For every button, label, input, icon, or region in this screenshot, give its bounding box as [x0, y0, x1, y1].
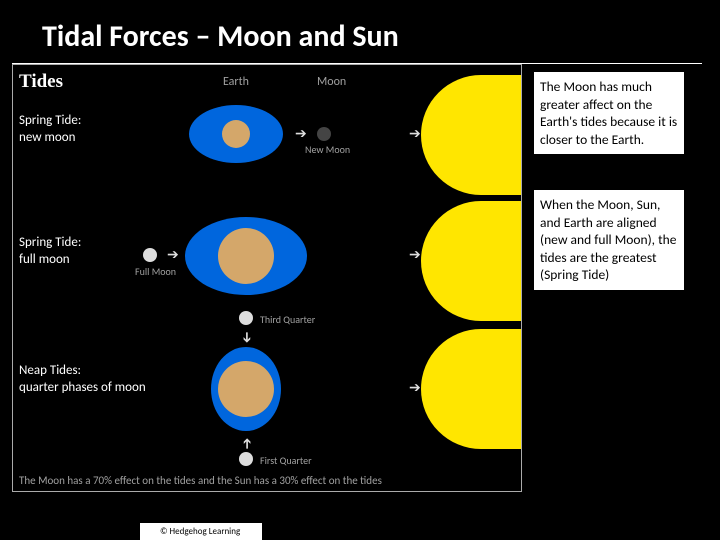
- row1-sun: [421, 75, 521, 195]
- row3-earth: [218, 361, 274, 417]
- tides-diagram: Tides Earth Moon Sun Spring Tide: new mo…: [12, 64, 522, 492]
- arrow-down-icon: ➔: [238, 332, 255, 344]
- arrow-icon: ➔: [409, 379, 421, 396]
- slide-title: Tidal Forces – Moon and Sun: [12, 0, 702, 64]
- row1-label: Spring Tide: new moon: [19, 113, 81, 147]
- sidebar-p1: The Moon has much greater affect on the …: [534, 72, 684, 154]
- row2-label: Spring Tide: full moon: [19, 235, 81, 269]
- row2-earth: [218, 228, 274, 284]
- row3-fq-moon: [239, 452, 253, 466]
- row1-earth: [222, 120, 250, 148]
- row3-sun: [421, 329, 521, 449]
- row3-fq-label: First Quarter: [260, 454, 312, 467]
- row2-moon-label: Full Moon: [135, 265, 176, 278]
- arrow-icon: ➔: [409, 246, 421, 263]
- col-moon: Moon: [317, 75, 346, 89]
- arrow-icon: ➔: [167, 246, 179, 263]
- sidebar: The Moon has much greater affect on the …: [522, 64, 694, 494]
- row2-sun: [421, 201, 521, 321]
- row2-moon: [143, 248, 157, 262]
- row1-moon: [317, 127, 331, 141]
- diagram-caption: The Moon has a 70% effect on the tides a…: [19, 474, 382, 487]
- row1-moon-label: New Moon: [305, 143, 350, 156]
- content-area: Tides Earth Moon Sun Spring Tide: new mo…: [0, 64, 720, 494]
- row3-label: Neap Tides: quarter phases of moon: [19, 363, 146, 397]
- row3-tq-label: Third Quarter: [260, 313, 315, 326]
- sidebar-p2: When the Moon, Sun, and Earth are aligne…: [534, 190, 684, 290]
- arrow-icon: ➔: [409, 125, 421, 142]
- row3-tq-moon: [239, 311, 253, 325]
- copyright: © Hedgehog Learning: [140, 523, 262, 540]
- arrow-up-icon: ➔: [238, 438, 255, 450]
- col-earth: Earth: [223, 75, 249, 89]
- diagram-title: Tides: [19, 71, 63, 93]
- arrow-icon: ➔: [295, 125, 307, 142]
